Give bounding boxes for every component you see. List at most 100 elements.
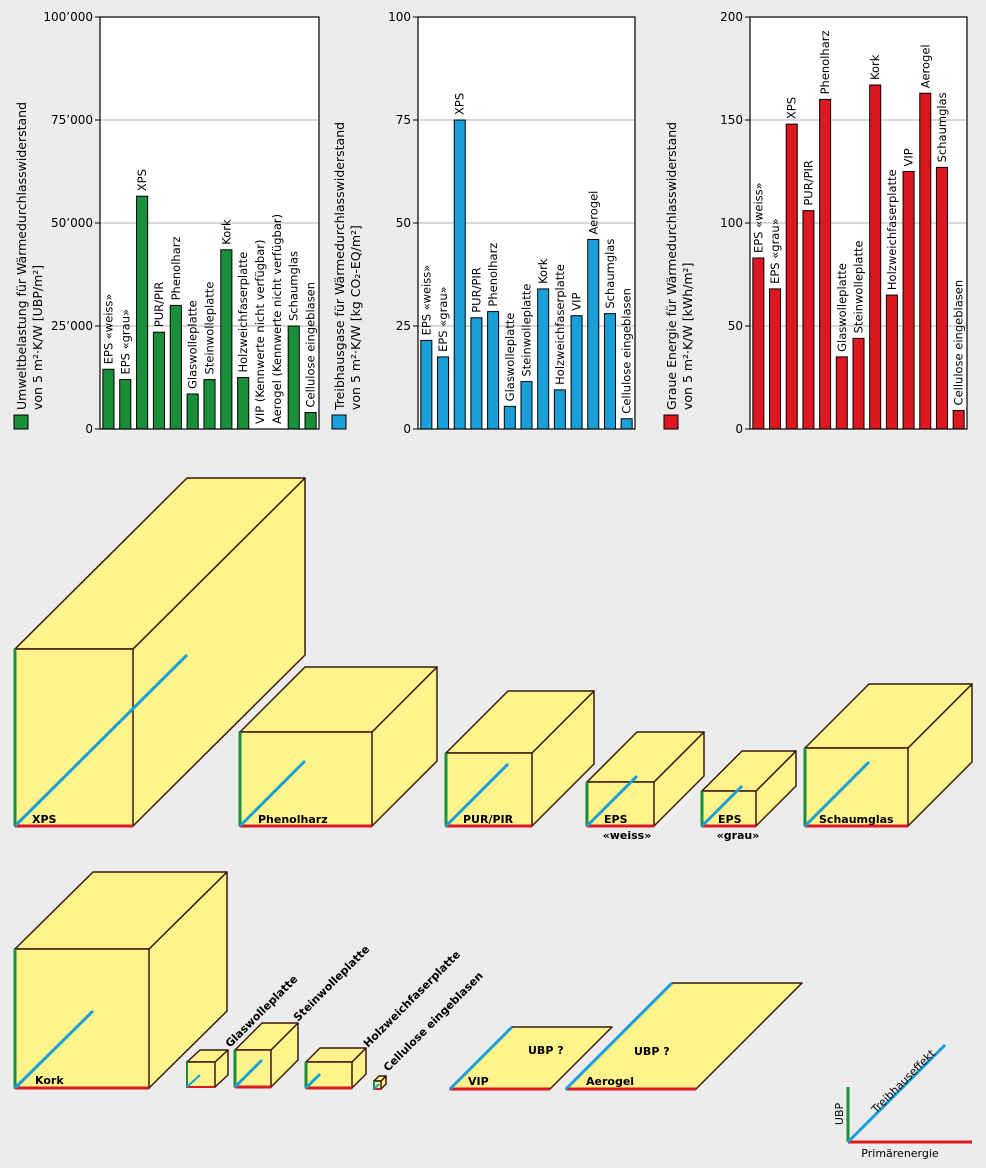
bar-label-kork: Kork bbox=[868, 54, 882, 80]
bar-label-cellulose-eingeblasen: Cellulose eingeblasen bbox=[304, 282, 318, 408]
bar-label-glaswolleplatte: Glaswolleplatte bbox=[835, 263, 849, 352]
bar-kork bbox=[537, 288, 550, 430]
y-tick-label: 100’000 bbox=[43, 10, 93, 24]
bar-eps-weiss bbox=[752, 257, 765, 430]
box-front bbox=[586, 781, 655, 827]
flat-note: UBP ? bbox=[634, 1045, 670, 1058]
bar-label-phenolharz: Phenolharz bbox=[486, 243, 500, 307]
bar-pur-pir bbox=[470, 317, 483, 430]
bar-label-schaumglas: Schaumglas bbox=[287, 251, 301, 321]
box-front bbox=[305, 1061, 353, 1089]
bar-aerogel bbox=[919, 92, 932, 430]
y-axis-label-line1: Umweltbelastung für Wärmedurchlasswiders… bbox=[14, 102, 29, 410]
bar-label-glaswolleplatte: Glaswolleplatte bbox=[186, 300, 200, 389]
bar-xps bbox=[453, 119, 466, 430]
flat-vip: VIP UBP ? bbox=[448, 1025, 613, 1091]
bar-glaswolleplatte bbox=[503, 405, 516, 430]
y-tick-label: 25 bbox=[396, 319, 411, 333]
box-axis-treibhaus bbox=[13, 1009, 95, 1090]
box-axis-treibhaus bbox=[373, 1083, 380, 1090]
bar-label-steinwolleplatte: Steinwolleplatte bbox=[203, 282, 217, 375]
flat-note: UBP ? bbox=[528, 1044, 564, 1057]
chart-ubp-frame bbox=[99, 16, 320, 430]
bar-pur-pir bbox=[802, 210, 815, 430]
bar-schaumglas bbox=[603, 313, 616, 430]
box-xps: XPS bbox=[13, 477, 306, 828]
chart-thg-frame bbox=[417, 16, 636, 430]
y-axis-label-line2: von 5 m²·K/W [UBP/m²] bbox=[30, 265, 45, 410]
bar-label-vip: VIP bbox=[902, 148, 916, 166]
bar-eps-weiss bbox=[420, 339, 433, 430]
box-label: Schaumglas bbox=[819, 813, 894, 826]
bar-holzweichfaserplatte bbox=[237, 377, 250, 430]
box-label-line2: «weiss» bbox=[603, 829, 652, 842]
bar-phenolharz bbox=[819, 98, 832, 430]
box-phenolharz: Phenolharz bbox=[238, 666, 438, 828]
y-axis-label: Umweltbelastung für Wärmedurchlasswiders… bbox=[14, 102, 45, 410]
box-label-line2: «grau» bbox=[717, 829, 760, 842]
box-front bbox=[445, 752, 533, 827]
bar-label-eps-grau: EPS «grau» bbox=[436, 286, 450, 352]
box-axis-treibhaus bbox=[13, 653, 189, 828]
bar-holzweichfaserplatte bbox=[885, 294, 898, 430]
box-label: Kork bbox=[35, 1074, 64, 1087]
bar-eps-grau bbox=[769, 288, 782, 430]
bar-label-eps-grau: EPS «grau» bbox=[118, 309, 132, 375]
y-tick-label: 100 bbox=[720, 216, 743, 230]
box-label: PUR/PIR bbox=[463, 813, 514, 826]
y-axis-label-line2: von 5 m²·K/W [kWh/m²] bbox=[680, 263, 695, 410]
bar-label-vip: VIP bbox=[570, 292, 584, 310]
box-front bbox=[804, 747, 909, 827]
chart-ge: 0 50 100 150 200 EPS «weiss» EPS «grau» XPS PUR/… bbox=[663, 10, 968, 436]
box-label: Phenolharz bbox=[258, 813, 328, 826]
bar-label-holzweichfaserplatte: Holzweichfaserplatte bbox=[553, 264, 567, 385]
bar-xps bbox=[785, 123, 798, 430]
y-tick-label: 75’000 bbox=[51, 113, 93, 127]
flat-label: Aerogel bbox=[586, 1075, 634, 1088]
bar-cellulose-eingeblasen bbox=[952, 409, 965, 430]
bar-xps bbox=[136, 195, 149, 430]
bar-label-eps-weiss: EPS «weiss» bbox=[419, 265, 433, 336]
bar-holzweichfaserplatte bbox=[553, 389, 566, 430]
bar-pur-pir bbox=[152, 331, 166, 430]
chart-ge-frame bbox=[749, 16, 968, 430]
y-tick-label: 50 bbox=[728, 319, 743, 333]
bar-label-pur-pir: PUR/PIR bbox=[469, 267, 483, 313]
box-kork: Kork bbox=[13, 871, 228, 1090]
bar-glaswolleplatte bbox=[186, 393, 199, 430]
bar-label-glaswolleplatte: Glaswolleplatte bbox=[503, 313, 517, 402]
bar-steinwolleplatte bbox=[520, 381, 533, 430]
box-label: XPS bbox=[32, 813, 57, 826]
legend-swatch bbox=[663, 414, 679, 430]
flat-axis-treibhaus bbox=[448, 1025, 514, 1091]
y-tick-label: 50’000 bbox=[51, 216, 93, 230]
bar-label-steinwolleplatte: Steinwolleplatte bbox=[520, 284, 534, 377]
bar-label-eps-weiss: EPS «weiss» bbox=[751, 182, 765, 253]
bar-label-phenolharz: Phenolharz bbox=[169, 236, 183, 300]
box-front bbox=[239, 731, 373, 827]
y-axis-label-line1: Treibhausgase für Wärmedurchlasswidersta… bbox=[332, 122, 347, 411]
bar-label-aerogel: Aerogel bbox=[586, 191, 600, 235]
bar-label-cellulose-eingeblasen: Cellulose eingeblasen bbox=[620, 288, 634, 414]
bar-label-kork: Kork bbox=[219, 219, 233, 245]
bar-label-aerogel-kennwerte-nicht-verfügbar: Aerogel (Kennwerte nicht verfügbar) bbox=[270, 214, 284, 424]
bar-kork bbox=[869, 84, 882, 430]
chart-ubp: 0 25’000 50’000 75’000 100’000 EPS «weiss» EPS… bbox=[13, 10, 320, 436]
legend-treibhaus-axis bbox=[846, 1043, 947, 1144]
bar-label-xps: XPS bbox=[453, 93, 467, 115]
box-axis-treibhaus bbox=[444, 762, 510, 828]
legend-swatch bbox=[13, 414, 29, 430]
volume-boxes: XPS Phenolharz PUR/PIR EPS «weiss» EPS «grau» S… bbox=[13, 477, 973, 1091]
y-axis-label: Treibhausgase für Wärmedurchlasswidersta… bbox=[332, 122, 363, 411]
box-label: Steinwolleplatte bbox=[291, 943, 372, 1024]
y-axis-label: Graue Energie für Wärmedurchlasswidersta… bbox=[664, 122, 695, 410]
bar-vip bbox=[902, 171, 915, 430]
box-axis-treibhaus bbox=[803, 760, 871, 828]
bar-cellulose-eingeblasen bbox=[620, 418, 633, 430]
bar-label-phenolharz: Phenolharz bbox=[818, 30, 832, 94]
bar-steinwolleplatte bbox=[203, 379, 216, 430]
box-pur-pir: PUR/PIR bbox=[444, 690, 595, 828]
box-axis-treibhaus bbox=[585, 774, 639, 828]
